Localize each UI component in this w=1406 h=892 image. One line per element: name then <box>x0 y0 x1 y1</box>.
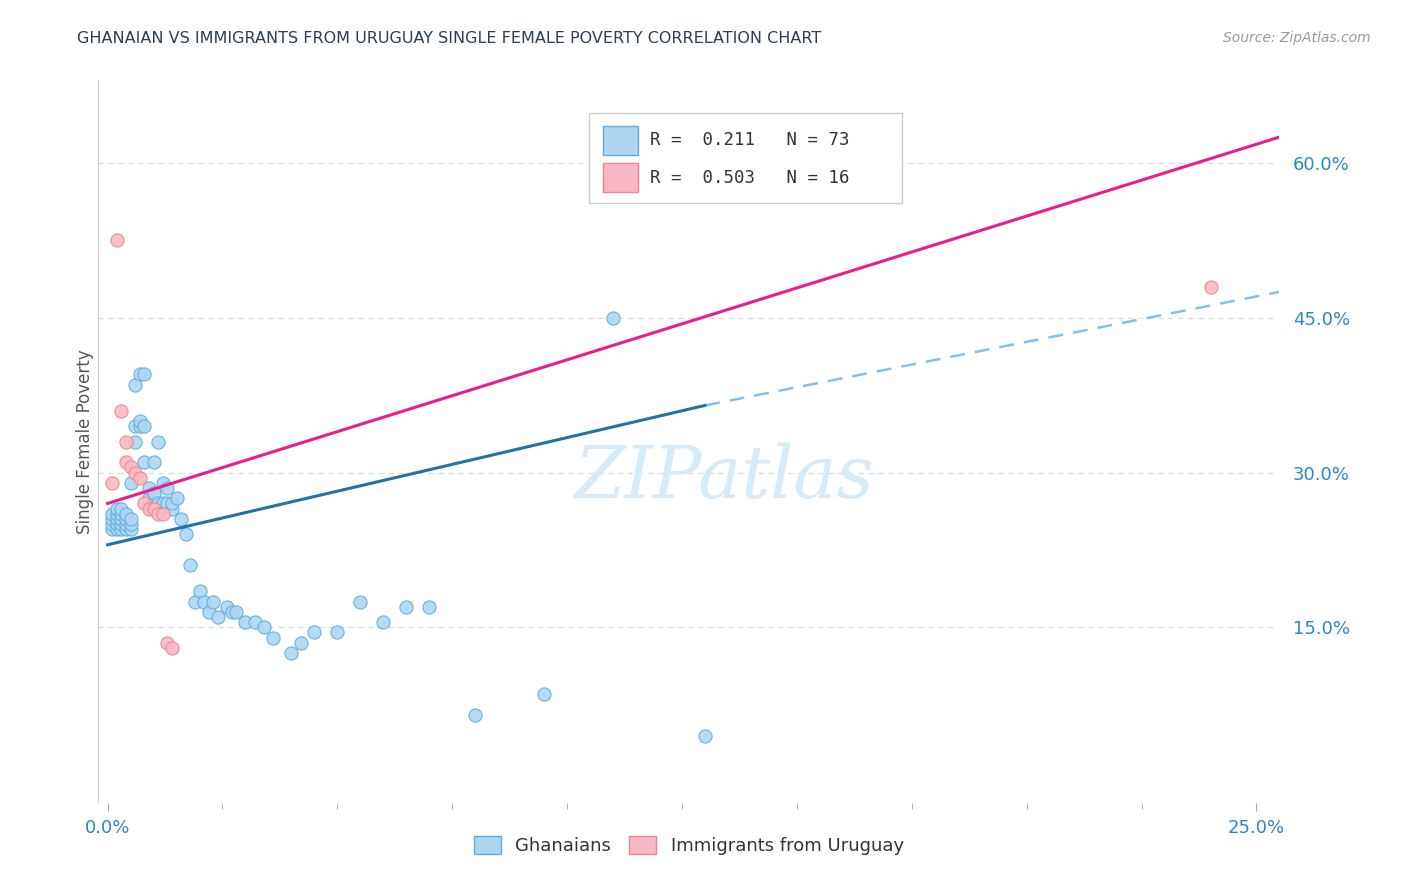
Point <box>152 507 174 521</box>
FancyBboxPatch shape <box>603 126 638 154</box>
Point <box>146 507 169 521</box>
Point <box>110 501 132 516</box>
Point <box>110 512 132 526</box>
Point <box>326 625 349 640</box>
Point <box>120 475 142 490</box>
Point <box>349 594 371 608</box>
Point <box>115 507 138 521</box>
Point <box>120 517 142 532</box>
Y-axis label: Single Female Poverty: Single Female Poverty <box>76 350 94 533</box>
Point <box>179 558 201 573</box>
Point <box>124 377 146 392</box>
Point <box>188 584 211 599</box>
Point <box>142 501 165 516</box>
Point <box>166 491 188 506</box>
Point <box>464 708 486 723</box>
Point <box>217 599 239 614</box>
Point <box>602 310 624 325</box>
Point <box>134 496 156 510</box>
Point <box>138 501 160 516</box>
Point <box>1199 279 1222 293</box>
Point <box>134 368 156 382</box>
Point <box>120 512 142 526</box>
Point <box>152 475 174 490</box>
Point <box>202 594 225 608</box>
Point <box>170 512 193 526</box>
Point <box>101 522 124 536</box>
Text: Source: ZipAtlas.com: Source: ZipAtlas.com <box>1223 31 1371 45</box>
Point <box>156 481 179 495</box>
Point <box>142 486 165 500</box>
Point <box>156 496 179 510</box>
Point <box>142 455 165 469</box>
Point <box>120 460 142 475</box>
Point <box>418 599 440 614</box>
Point <box>101 517 124 532</box>
Point <box>235 615 257 630</box>
Point <box>128 419 150 434</box>
Text: GHANAIAN VS IMMIGRANTS FROM URUGUAY SINGLE FEMALE POVERTY CORRELATION CHART: GHANAIAN VS IMMIGRANTS FROM URUGUAY SING… <box>77 31 821 46</box>
Point <box>128 471 150 485</box>
Point <box>262 631 284 645</box>
Point <box>105 501 128 516</box>
Point <box>110 517 132 532</box>
Text: R =  0.211   N = 73: R = 0.211 N = 73 <box>650 131 849 149</box>
Point <box>115 517 138 532</box>
Point <box>115 522 138 536</box>
Point <box>128 414 150 428</box>
Point <box>105 507 128 521</box>
Point <box>124 419 146 434</box>
FancyBboxPatch shape <box>603 163 638 193</box>
Legend: Ghanaians, Immigrants from Uruguay: Ghanaians, Immigrants from Uruguay <box>467 829 911 863</box>
Point <box>101 475 124 490</box>
Point <box>110 507 132 521</box>
Point <box>197 605 219 619</box>
Point <box>184 594 207 608</box>
Point <box>128 368 150 382</box>
Point <box>134 455 156 469</box>
Point <box>304 625 326 640</box>
Text: R =  0.503   N = 16: R = 0.503 N = 16 <box>650 169 849 186</box>
Point <box>160 496 183 510</box>
Point <box>693 729 716 743</box>
FancyBboxPatch shape <box>589 112 901 203</box>
Point <box>105 233 128 247</box>
Point <box>221 605 243 619</box>
Point <box>134 419 156 434</box>
Point <box>105 522 128 536</box>
Point <box>156 636 179 650</box>
Text: ZIPatlas: ZIPatlas <box>575 442 875 513</box>
Point <box>124 466 146 480</box>
Point <box>110 403 132 417</box>
Point <box>120 522 142 536</box>
Point <box>101 512 124 526</box>
Point <box>280 646 302 660</box>
Point <box>193 594 215 608</box>
Point <box>533 687 555 701</box>
Point <box>207 610 229 624</box>
Point <box>105 512 128 526</box>
Point <box>138 481 160 495</box>
Point <box>395 599 418 614</box>
Point <box>152 496 174 510</box>
Point <box>110 522 132 536</box>
Point <box>138 491 160 506</box>
Point <box>225 605 247 619</box>
Point <box>146 496 169 510</box>
Point <box>115 434 138 449</box>
Point <box>146 434 169 449</box>
Point <box>174 527 197 541</box>
Point <box>373 615 395 630</box>
Point <box>290 636 312 650</box>
Point <box>243 615 266 630</box>
Point <box>101 507 124 521</box>
Point <box>115 455 138 469</box>
Point <box>105 517 128 532</box>
Point <box>160 501 183 516</box>
Point <box>115 512 138 526</box>
Point <box>160 640 183 655</box>
Point <box>124 434 146 449</box>
Point <box>253 620 276 634</box>
Point <box>142 496 165 510</box>
